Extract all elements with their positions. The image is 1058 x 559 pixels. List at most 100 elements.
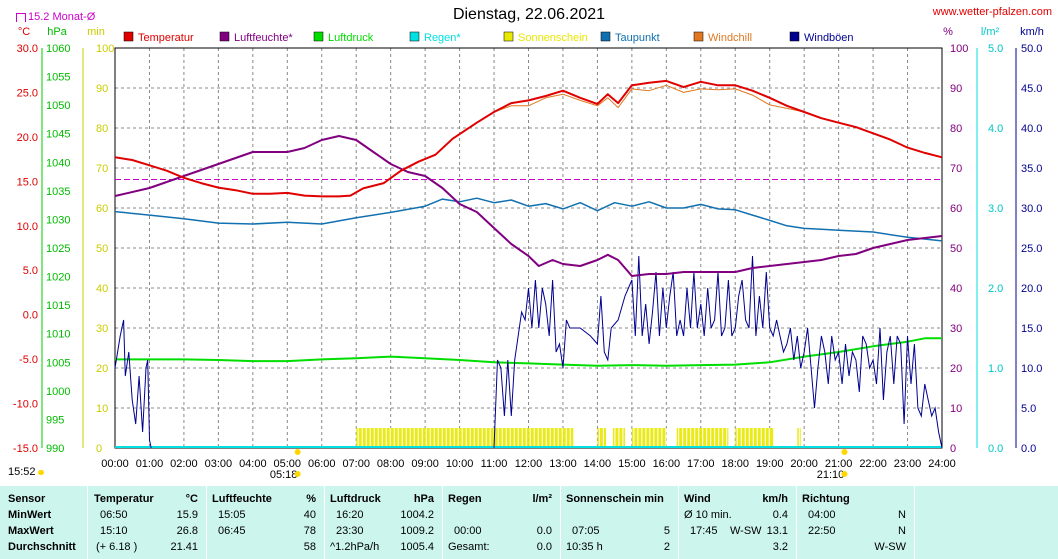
- y-tick-label-humidity: 80: [950, 123, 962, 135]
- y-tick-label-rain: 0.0: [988, 443, 1003, 455]
- y-tick-label-sun: 30: [96, 323, 108, 335]
- y-tick-label-rain: 3.0: [988, 203, 1003, 215]
- stats-cell: 15:05: [218, 509, 246, 521]
- stats-cell: 15.9: [176, 509, 198, 521]
- y-tick-label-temp: 10.0: [17, 221, 38, 233]
- y-tick-label-humidity: 60: [950, 203, 962, 215]
- y-tick-label-pressure: 1035: [46, 186, 70, 198]
- y-tick-label-temp: 25.0: [17, 87, 38, 99]
- weather-chart: 00:00 01:00 02:00 03:00 04:00 05:00 06:00 07:00…: [13, 26, 1044, 481]
- y-tick-label-sun: 20: [96, 363, 108, 375]
- series-luftfeuchte: [114, 135, 943, 277]
- time-label-left: 15:52: [8, 466, 44, 478]
- y-tick-label-temp: 5.0: [23, 265, 38, 277]
- stats-cell: 26.8: [176, 525, 198, 537]
- y-tick-label-humidity: 0: [950, 443, 956, 455]
- stats-cell: 1009.2: [400, 525, 434, 537]
- y-tick-label-sun: 40: [96, 283, 108, 295]
- stats-cell: 23:30: [336, 525, 364, 537]
- stats-cell: ^1.2hPa/h: [330, 541, 380, 553]
- x-tick-label: 20:00: [790, 458, 818, 470]
- stats-cell: 58: [303, 541, 316, 553]
- legend-swatch: [409, 31, 420, 42]
- legend-swatch: [789, 31, 800, 42]
- x-tick-label: 15:00: [618, 458, 646, 470]
- y-tick-label-humidity: 30: [950, 323, 962, 335]
- legend-swatch: [123, 31, 134, 42]
- x-tick-label: 17:00: [687, 458, 715, 470]
- legend-label: Luftdruck: [328, 32, 374, 44]
- y-tick-label-wind: 40.0: [1021, 123, 1042, 135]
- y-tick-label-humidity: 100: [950, 43, 968, 55]
- stats-cell: 0.0: [536, 525, 552, 537]
- stats-cell: 3.2: [772, 541, 788, 553]
- stats-cell: 13.1: [766, 525, 788, 537]
- y-tick-label-rain: 2.0: [988, 283, 1003, 295]
- month-avg-label: 15.2 Monat-Ø: [16, 11, 95, 23]
- sunshine-bar: [597, 428, 607, 448]
- y-tick-label-wind: 20.0: [1021, 283, 1042, 295]
- stats-divider: [324, 486, 325, 559]
- stats-cell: 17:45: [690, 525, 718, 537]
- y-tick-label-pressure: 1060: [46, 43, 70, 55]
- y-tick-label-rain: 5.0: [988, 43, 1003, 55]
- y-tick-label-sun: 60: [96, 203, 108, 215]
- y-tick-label-temp: 20.0: [17, 132, 38, 144]
- sunrise-time-label: 05:18: [270, 469, 298, 481]
- stats-cell: 15:10: [100, 525, 128, 537]
- y-tick-label-sun: 90: [96, 83, 108, 95]
- stats-row-label: MinWert: [8, 509, 52, 521]
- y-tick-label-wind: 0.0: [1021, 443, 1036, 455]
- stats-cell: N: [898, 525, 906, 537]
- y-tick-label-wind: 25.0: [1021, 243, 1042, 255]
- y-tick-label-pressure: 990: [46, 443, 64, 455]
- stats-divider: [560, 486, 561, 559]
- legend-label: Luftfeuchte*: [234, 32, 293, 44]
- stats-divider: [796, 486, 797, 559]
- stats-header-sensor: Sensor: [8, 493, 46, 505]
- series-windboeen: [114, 319, 152, 449]
- stats-divider: [442, 486, 443, 559]
- stats-cell: Ø 10 min.: [684, 509, 732, 521]
- chart-legend: Temperatur Luftfeuchte* Luftdruck Regen* Son…: [123, 31, 854, 44]
- stats-divider: [206, 486, 207, 559]
- axis-unit-humidity: %: [943, 26, 953, 38]
- x-tick-label: 19:00: [756, 458, 784, 470]
- legend-label: Regen*: [424, 32, 461, 44]
- x-tick-label: 23:00: [894, 458, 922, 470]
- sunrise-marker: [294, 449, 301, 455]
- site-url-link[interactable]: www.wetter-pfalzen.com: [932, 6, 1052, 18]
- stats-header-hum: Luftfeuchte: [212, 493, 272, 505]
- series-windboeen: [493, 255, 943, 449]
- y-tick-label-humidity: 50: [950, 243, 962, 255]
- stats-cell: W-SW: [730, 525, 762, 537]
- x-tick-label: 21:00: [825, 458, 853, 470]
- y-tick-label-pressure: 1030: [46, 214, 70, 226]
- series-temperatur: [114, 79, 943, 198]
- sunshine-bar: [735, 428, 774, 448]
- axis-unit-temp: °C: [18, 26, 30, 38]
- x-tick-label: 00:00: [101, 458, 129, 470]
- sun-dot-icon: [37, 470, 44, 475]
- stats-row-label: MaxWert: [8, 525, 54, 537]
- x-tick-label: 02:00: [170, 458, 198, 470]
- stats-cell: 1005.4: [400, 541, 434, 553]
- legend-label: Temperatur: [138, 32, 194, 44]
- stats-cell: 00:00: [454, 525, 482, 537]
- stats-cell: 04:00: [808, 509, 836, 521]
- y-tick-label-wind: 15.0: [1021, 323, 1042, 335]
- stats-cell: 0.4: [772, 509, 788, 521]
- stats-header-press-unit: hPa: [413, 493, 434, 505]
- sunshine-bar: [356, 428, 574, 448]
- y-tick-label-sun: 70: [96, 163, 108, 175]
- x-tick-label: 10:00: [446, 458, 474, 470]
- y-tick-label-temp: 15.0: [17, 176, 38, 188]
- y-tick-label-sun: 80: [96, 123, 108, 135]
- stats-cell: 2: [663, 541, 670, 553]
- sunset-dot: [841, 471, 848, 477]
- stats-header-rain: Regen: [448, 493, 482, 505]
- x-tick-label: 18:00: [721, 458, 749, 470]
- axis-unit-pressure: hPa: [47, 26, 67, 38]
- stats-cell: (+ 6.18 ): [96, 541, 138, 553]
- stats-row-label: Durchschnitt: [8, 541, 76, 553]
